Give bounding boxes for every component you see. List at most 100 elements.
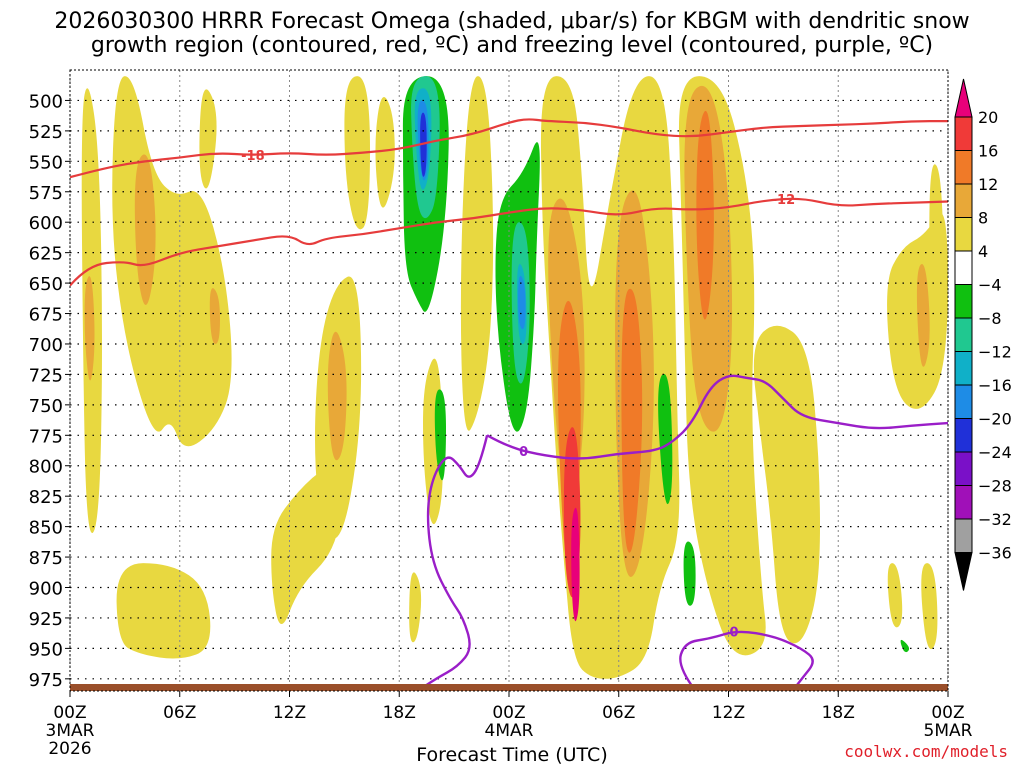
y-tick-label: 575 [29, 183, 63, 204]
omega-region [571, 507, 580, 622]
colorbar: 20 16 12 8 4 −4 −8 −12 −16 −20 −24 −28 −32 −36 [954, 78, 1012, 591]
omega-region [420, 112, 427, 177]
x-tick-label: 12Z [273, 703, 306, 723]
colorbar-label: 12 [978, 175, 998, 194]
colorbar-label: −32 [978, 510, 1012, 529]
colorbar-label: −24 [978, 443, 1012, 462]
contour-label: -12 [772, 193, 796, 208]
dgz-contour-line [70, 197, 948, 287]
y-tick-label: 925 [29, 609, 63, 630]
colorbar-swatch [954, 317, 973, 352]
contour-lines [70, 118, 948, 691]
colorbar-label: −4 [978, 276, 1002, 295]
freezing-level-contour-line [416, 435, 489, 691]
colorbar-bottom-arrow [954, 552, 973, 591]
colorbar-swatch [954, 250, 973, 285]
omega-region [460, 76, 494, 431]
omega-region [887, 563, 903, 628]
y-tick-label: 750 [29, 396, 63, 417]
y-tick-label: 900 [29, 579, 63, 600]
colorbar-swatch [954, 150, 973, 185]
omega-shading [81, 76, 948, 679]
y-tick-label: 825 [29, 487, 63, 508]
colorbar-swatch [954, 518, 973, 553]
y-tick-label: 875 [29, 548, 63, 569]
omega-region [209, 288, 220, 344]
colorbar-swatch [954, 485, 973, 520]
colorbar-label: 16 [978, 142, 998, 161]
omega-region [434, 389, 447, 481]
credit-text[interactable]: coolwx.com/models [844, 742, 1008, 761]
colorbar-swatch [954, 418, 973, 453]
omega-region [327, 331, 347, 461]
omega-region [621, 288, 643, 553]
x-tick-label: 12Z [712, 703, 745, 723]
colorbar-label: −28 [978, 477, 1012, 496]
y-tick-label: 600 [29, 213, 63, 234]
colorbar-swatch [954, 183, 973, 218]
ground-terrain [70, 684, 948, 691]
omega-region [84, 276, 95, 381]
colorbar-label: 4 [978, 242, 988, 261]
omega-region [658, 373, 673, 505]
colorbar-label: −12 [978, 343, 1012, 362]
omega-region [134, 154, 156, 306]
colorbar-swatch [954, 384, 973, 419]
y-axis: 500 525 550 575 600 625 650 675 700 725 750 775 800 8… [29, 91, 70, 691]
x-tick-label: 00Z [492, 703, 525, 723]
chart-title-line1: 2026030300 HRRR Forecast Omega (shaded, … [54, 9, 970, 34]
x-tick-label: 18Z [822, 703, 855, 723]
chart-title-line2: growth region (contoured, red, ºC) and f… [90, 33, 934, 58]
omega-region [199, 89, 217, 189]
y-tick-label: 850 [29, 518, 63, 539]
freezing-level-contour-line [679, 630, 814, 691]
x-tick-label: 06Z [163, 703, 196, 723]
x-tick-label: 5MAR [924, 721, 973, 741]
colorbar-label: 8 [978, 209, 988, 228]
x-tick-label: 00Z [53, 703, 86, 723]
contour-label: 0 [519, 445, 528, 460]
contour-label: 0 [729, 625, 738, 640]
colorbar-swatch [954, 116, 973, 151]
y-tick-label: 975 [29, 670, 63, 691]
x-tick-label: 2026 [48, 739, 91, 759]
omega-region [696, 110, 714, 320]
colorbar-label: 20 [978, 108, 998, 127]
omega-region [921, 563, 938, 650]
colorbar-swatch [954, 284, 973, 319]
colorbar-label: −20 [978, 410, 1012, 429]
dgz-contour-line [70, 118, 948, 179]
y-tick-label: 650 [29, 274, 63, 295]
y-tick-label: 675 [29, 305, 63, 326]
x-tick-label: 4MAR [485, 721, 534, 741]
colorbar-top-arrow [954, 78, 973, 118]
colorbar-swatch [954, 351, 973, 386]
y-tick-label: 700 [29, 335, 63, 356]
x-tick-label: 3MAR [46, 721, 95, 741]
y-tick-label: 725 [29, 365, 63, 386]
y-tick-label: 950 [29, 639, 63, 660]
y-tick-label: 500 [29, 91, 63, 112]
y-tick-label: 625 [29, 244, 63, 265]
omega-region [753, 325, 820, 644]
omega-region [518, 275, 526, 330]
colorbar-swatch [954, 451, 973, 486]
y-tick-label: 550 [29, 152, 63, 173]
x-tick-label: 06Z [602, 703, 635, 723]
colorbar-swatch [954, 217, 973, 252]
omega-region [900, 639, 910, 653]
x-tick-label: 18Z [383, 703, 416, 723]
colorbar-label: −8 [978, 309, 1002, 328]
x-tick-label: 00Z [931, 703, 964, 723]
omega-region [409, 572, 422, 643]
y-tick-label: 525 [29, 122, 63, 143]
contour-label: -18 [241, 149, 265, 164]
omega-region [375, 96, 395, 208]
omega-region [916, 264, 930, 367]
omega-region [929, 164, 944, 358]
freezing-level-contour-line [486, 374, 948, 460]
colorbar-label: −16 [978, 376, 1012, 395]
y-tick-label: 800 [29, 457, 63, 478]
omega-region [116, 563, 211, 659]
